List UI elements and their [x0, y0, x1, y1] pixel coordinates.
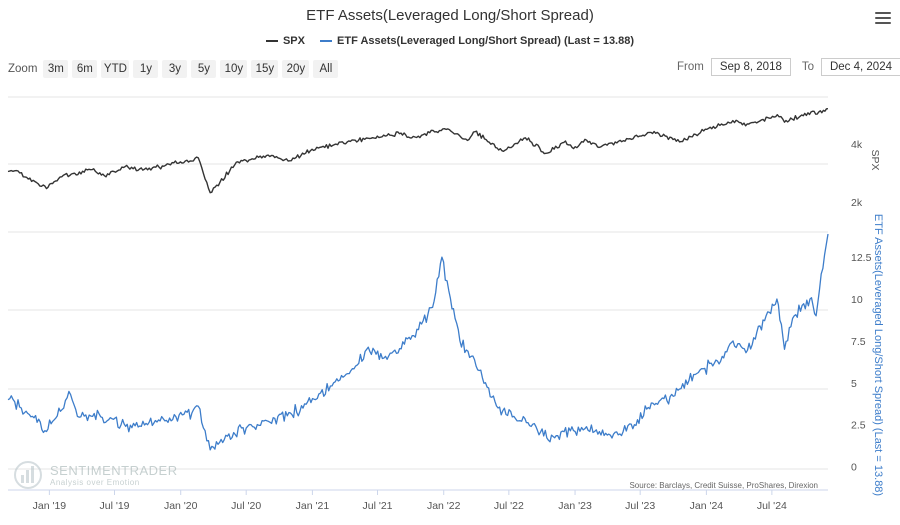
series-line-spread: [7, 233, 829, 451]
zoom-label: Zoom: [8, 63, 38, 75]
x-tick-label-2: Jan '20: [164, 500, 198, 512]
hamburger-menu-icon[interactable]: [875, 12, 891, 26]
zoom-button-6m[interactable]: 6m: [72, 60, 98, 78]
spread-tick-label-2: 5: [851, 378, 857, 390]
legend-swatch-spread: [320, 40, 333, 42]
zoom-button-5y[interactable]: 5y: [191, 60, 217, 78]
from-date-input[interactable]: Sep 8, 2018: [710, 58, 791, 76]
spx-axis-title: SPX: [869, 149, 881, 170]
x-tick-label-11: Jul '24: [757, 500, 787, 512]
to-label: To: [801, 61, 814, 73]
spread-tick-label-3: 7.5: [851, 336, 866, 348]
zoom-bar: Zoom 3m 6m YTD 1y 3y 5y 10y 15y 20y All: [8, 60, 342, 78]
zoom-button-10y[interactable]: 10y: [220, 60, 248, 78]
legend-item-spx[interactable]: SPX: [265, 35, 305, 47]
series-line-spx: [7, 108, 829, 194]
legend-label-spread: ETF Assets(Leveraged Long/Short Spread): [337, 35, 561, 47]
zoom-button-3m[interactable]: 3m: [43, 60, 69, 78]
x-tick-label-1: Jul '19: [99, 500, 129, 512]
chart-title: ETF Assets(Leveraged Long/Short Spread): [306, 7, 594, 24]
zoom-button-all[interactable]: All: [313, 60, 339, 78]
legend-label-spx: SPX: [282, 35, 305, 47]
source-note: Source: Barclays, Credit Suisse, ProShar…: [629, 481, 818, 490]
watermark-tagline: Analysis over Emotion: [50, 478, 140, 487]
legend-swatch-spx: [265, 40, 278, 42]
spread-axis-title: ETF Assets(Leveraged Long/Short Spread) …: [872, 214, 884, 496]
legend-item-spread[interactable]: ETF Assets(Leveraged Long/Short Spread) …: [320, 35, 634, 47]
zoom-button-3y[interactable]: 3y: [162, 60, 188, 78]
spx-tick-label-1: 4k: [851, 139, 863, 151]
zoom-button-20y[interactable]: 20y: [282, 60, 310, 78]
to-date-input[interactable]: Dec 4, 2024: [821, 58, 900, 76]
grid-lines: [8, 96, 828, 491]
date-range: From Sep 8, 2018 To Dec 4, 2024: [677, 58, 900, 76]
legend-label-spread-last: (Last = 13.88): [560, 35, 635, 47]
spread-tick-label-1: 2.5: [851, 420, 866, 432]
from-label: From: [677, 61, 704, 73]
spread-axis: 0 2.5 5 7.5 10 12.5 ETF Assets(Leveraged Long/…: [851, 214, 884, 496]
spread-tick-label-5: 12.5: [851, 252, 872, 264]
spx-axis: 2k 4k SPX: [851, 139, 881, 209]
watermark: SENTIMENTRADER Analysis over Emotion: [14, 460, 178, 490]
zoom-button-1y[interactable]: 1y: [133, 60, 159, 78]
x-tick-label-8: Jan '23: [558, 500, 592, 512]
x-tick-label-5: Jul '21: [363, 500, 393, 512]
x-tick-label-7: Jul '22: [494, 500, 524, 512]
legend: SPX ETF Assets(Leveraged Long/Short Spre…: [0, 33, 900, 47]
watermark-name: SENTIMENTRADER: [50, 463, 178, 478]
spread-tick-label-4: 10: [851, 294, 863, 306]
spread-tick-label-0: 0: [851, 462, 857, 474]
bar-chart-logo-icon: [14, 461, 42, 489]
x-tick-label-10: Jan '24: [690, 500, 724, 512]
x-tick-label-9: Jul '23: [625, 500, 655, 512]
series-lines: [7, 108, 829, 451]
zoom-button-ytd[interactable]: YTD: [101, 60, 130, 78]
zoom-button-15y[interactable]: 15y: [251, 60, 279, 78]
x-tick-label-3: Jul '20: [231, 500, 261, 512]
x-tick-label-4: Jan '21: [296, 500, 330, 512]
x-tick-label-0: Jan '19: [33, 500, 67, 512]
x-tick-label-6: Jan '22: [427, 500, 461, 512]
x-axis: Jan '19 Jul '19 Jan '20 Jul '20 Jan '21 Jul '…: [33, 490, 787, 512]
spx-tick-label-0: 2k: [851, 197, 863, 209]
